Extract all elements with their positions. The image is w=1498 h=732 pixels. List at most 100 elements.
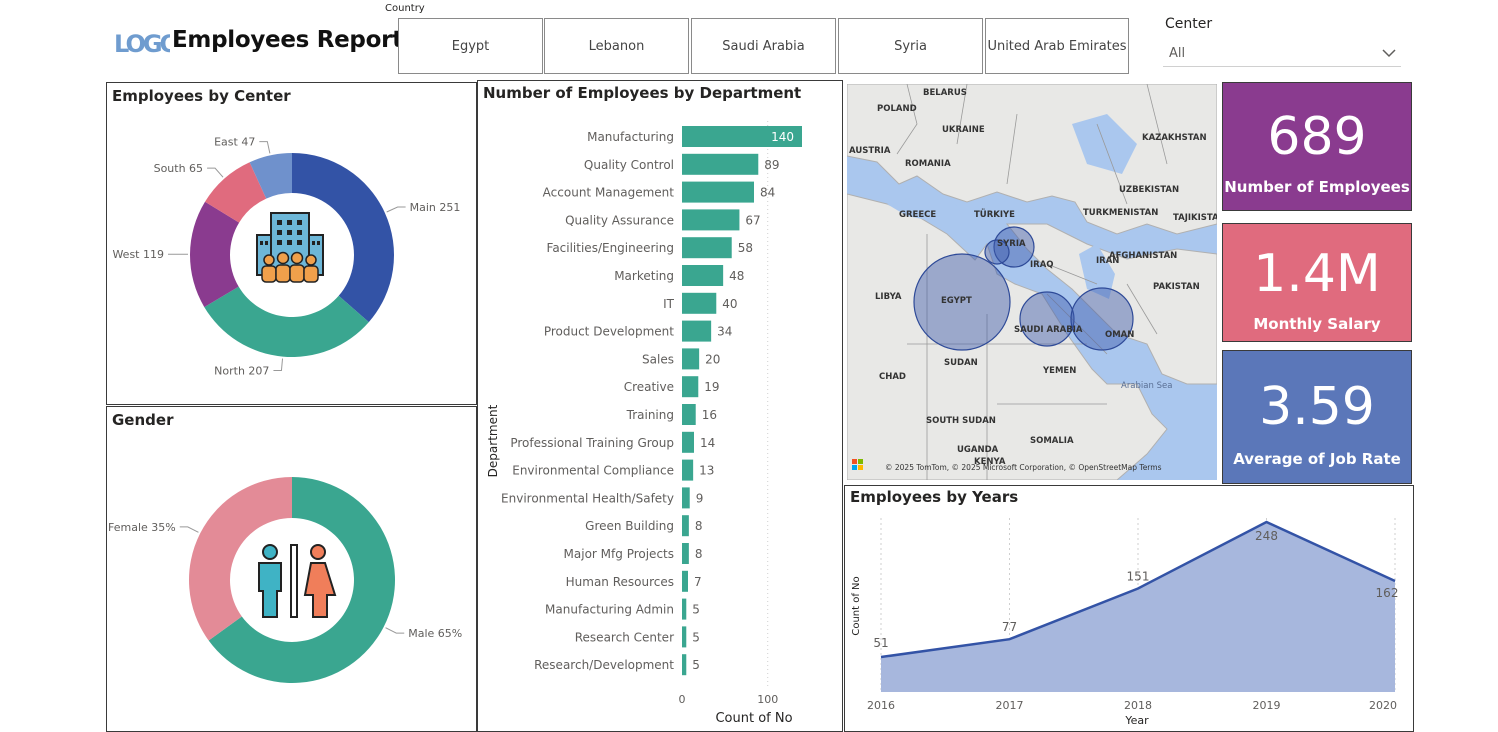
building-people-icon xyxy=(256,212,324,283)
center-dropdown[interactable]: All xyxy=(1163,39,1401,67)
map-label: SAUDI ARABIA xyxy=(1014,325,1083,335)
department-data-label: 34 xyxy=(717,325,732,339)
department-bar xyxy=(682,487,690,509)
syria-bubble xyxy=(993,226,1035,268)
map-label: EGYPT xyxy=(941,296,972,306)
center-data-label-leader xyxy=(386,206,406,213)
center-slicer-label: Center xyxy=(1165,16,1213,32)
year-tick-label: 2018 xyxy=(1124,699,1152,712)
department-data-label: 140 xyxy=(771,130,794,144)
country-button-saudi-arabia[interactable]: Saudi Arabia xyxy=(691,18,836,74)
department-bar xyxy=(682,126,802,147)
department-bar xyxy=(682,153,759,175)
country-slicer-label: Country xyxy=(385,3,425,14)
department-tick-label: Environmental Compliance xyxy=(512,464,674,478)
department-bar xyxy=(682,626,687,648)
chevron-down-icon xyxy=(1382,49,1396,58)
gender-slice xyxy=(189,477,292,641)
kpi-card-employees: 689 Number of Employees xyxy=(1222,82,1412,211)
employees-by-center-title: Employees by Center xyxy=(112,87,291,105)
logo-icon: LOGO xyxy=(114,30,170,56)
department-tick-label: Research Center xyxy=(575,630,674,644)
department-tick-label: Training xyxy=(626,408,674,422)
department-bar xyxy=(682,570,688,592)
center-data-label: West 119 xyxy=(112,248,164,261)
map-label: GREECE xyxy=(899,210,936,220)
gender-data-label-leader xyxy=(385,627,405,634)
department-bar xyxy=(682,598,687,620)
count-axis-title: Count of No xyxy=(851,576,862,635)
saudi-arabia-bubble xyxy=(1019,291,1075,347)
department-data-label: 5 xyxy=(692,658,700,672)
gender-title: Gender xyxy=(112,411,174,429)
center-dropdown-value: All xyxy=(1169,46,1186,61)
department-data-label: 19 xyxy=(704,380,719,394)
gender-data-label: Male 65% xyxy=(408,627,462,640)
kpi-label: Monthly Salary xyxy=(1253,315,1381,333)
year-tick-label: 2017 xyxy=(996,699,1024,712)
gender-data-label: Female 35% xyxy=(108,521,176,534)
department-bar xyxy=(682,292,717,314)
kpi-label: Number of Employees xyxy=(1224,178,1410,196)
department-data-label: 5 xyxy=(692,630,700,644)
country-button-uae[interactable]: United Arab Emirates xyxy=(985,18,1129,74)
year-tick-label: 2020 xyxy=(1369,699,1397,712)
department-tick-label: Marketing xyxy=(614,269,674,283)
map-label: POLAND xyxy=(877,104,917,114)
map-label: IRAQ xyxy=(1030,260,1054,270)
department-bar xyxy=(682,265,724,286)
department-tick-label: Environmental Health/Safety xyxy=(501,491,674,505)
count-axis-title: Count of No xyxy=(715,711,792,726)
map-label: AUSTRIA xyxy=(849,146,891,156)
map-label: TÜRKIYE xyxy=(974,209,1015,220)
report-title: Employees Report xyxy=(172,27,403,53)
gender-donut-chart: Male 65% Female 35% xyxy=(108,477,462,683)
map-attribution: © 2025 TomTom, © 2025 Microsoft Corporat… xyxy=(885,463,1162,472)
center-data-label: North 207 xyxy=(214,365,269,378)
map-label: ROMANIA xyxy=(905,159,951,169)
map-label: YEMEN xyxy=(1042,366,1076,376)
country-button-egypt[interactable]: Egypt xyxy=(398,18,543,74)
map-label: SUDAN xyxy=(944,358,978,368)
center-slice xyxy=(190,201,240,308)
logo-text: LOGO xyxy=(114,30,170,56)
center-data-label: Main 251 xyxy=(410,201,461,214)
years-area-chart: 51 77 151 248 162 2016 2017 2018 2019 2020 Count … xyxy=(851,518,1398,727)
department-data-label: 8 xyxy=(695,519,703,533)
department-tick-label: Green Building xyxy=(585,519,674,533)
map-label: KENYA xyxy=(974,457,1006,467)
gender-data-label-leader xyxy=(179,526,199,533)
year-tick-label: 2019 xyxy=(1253,699,1281,712)
country-button-lebanon[interactable]: Lebanon xyxy=(544,18,689,74)
department-tick-label: IT xyxy=(663,297,675,311)
uae-bubble xyxy=(1070,287,1134,351)
department-data-label: 67 xyxy=(745,213,760,227)
kpi-card-job-rate: 3.59 Average of Job Rate xyxy=(1222,350,1412,484)
center-slice xyxy=(249,153,292,199)
lebanon-bubble xyxy=(984,239,1010,265)
center-data-label-leader xyxy=(259,141,271,154)
employees-by-department-title: Number of Employees by Department xyxy=(483,84,802,102)
department-bar xyxy=(682,431,694,453)
department-data-label: 89 xyxy=(764,158,779,172)
department-bar xyxy=(682,320,712,342)
department-tick-label: Manufacturing xyxy=(587,130,674,144)
year-tick-label: 2016 xyxy=(867,699,895,712)
kpi-card-salary: 1.4M Monthly Salary xyxy=(1222,223,1412,342)
department-bar xyxy=(682,515,689,537)
map-label: IRAN xyxy=(1096,256,1119,266)
map-label: SOMALIA xyxy=(1030,436,1074,446)
department-data-label: 16 xyxy=(702,408,717,422)
department-tick-label: Major Mfg Projects xyxy=(564,547,674,561)
country-button-syria[interactable]: Syria xyxy=(838,18,983,74)
male-female-icon xyxy=(258,544,337,618)
year-data-label: 248 xyxy=(1255,529,1278,543)
year-data-label: 51 xyxy=(873,636,888,650)
kpi-value: 3.59 xyxy=(1259,377,1375,437)
department-tick-label: Creative xyxy=(624,380,674,394)
map-label: SOUTH SUDAN xyxy=(926,416,996,426)
department-bar xyxy=(682,376,699,398)
map-canvas[interactable]: BELARUS POLAND UKRAINE KAZAKHSTAN AUSTRI… xyxy=(847,84,1217,480)
map-visual[interactable]: BELARUS POLAND UKRAINE KAZAKHSTAN AUSTRI… xyxy=(847,84,1217,480)
center-slice xyxy=(292,153,395,323)
